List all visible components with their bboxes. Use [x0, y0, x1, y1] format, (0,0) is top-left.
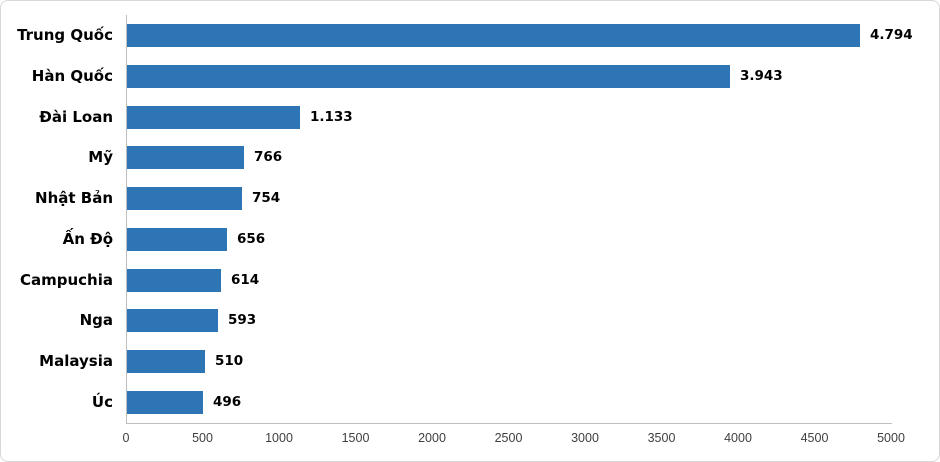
x-tick-label: 1500 [341, 431, 370, 445]
bar [127, 350, 205, 373]
value-label: 614 [231, 272, 260, 288]
category-label: Mỹ [88, 148, 113, 166]
category-label: Đài Loan [39, 108, 113, 126]
category-label: Úc [91, 393, 113, 411]
bar [127, 391, 203, 414]
x-tick-label: 2000 [418, 431, 446, 445]
value-label: 496 [213, 394, 242, 410]
value-label: 3.943 [740, 68, 783, 84]
x-tick-label: 2500 [494, 431, 523, 445]
value-label: 510 [215, 353, 244, 369]
category-label: Campuchia [19, 271, 113, 289]
x-tick-label: 500 [192, 431, 213, 445]
x-tick-label: 4500 [800, 431, 829, 445]
x-tick-label: 0 [122, 431, 130, 445]
value-label: 656 [237, 231, 266, 247]
bar [127, 106, 300, 129]
bar [127, 187, 242, 210]
value-label: 754 [252, 190, 281, 206]
bar [127, 24, 860, 47]
category-label: Nga [79, 311, 113, 329]
value-label: 4.794 [870, 27, 913, 43]
bar [127, 228, 227, 251]
x-axis-line [126, 423, 892, 424]
category-label: Hàn Quốc [31, 67, 113, 85]
x-tick-label: 4000 [724, 431, 752, 445]
category-label: Trung Quốc [17, 26, 113, 44]
x-tick-label: 5000 [877, 431, 905, 445]
value-label: 766 [254, 149, 283, 165]
x-tick-label: 3000 [571, 431, 599, 445]
category-label: Malaysia [39, 352, 113, 370]
y-axis-line [126, 15, 127, 423]
value-label: 593 [228, 312, 257, 328]
value-label: 1.133 [310, 109, 353, 125]
bar [127, 65, 730, 88]
bar [127, 269, 221, 292]
category-label: Nhật Bản [35, 189, 113, 207]
category-label: Ấn Độ [62, 230, 113, 248]
bar [127, 309, 218, 332]
x-tick-label: 1000 [265, 431, 293, 445]
x-tick-label: 3500 [647, 431, 676, 445]
bar [127, 146, 244, 169]
